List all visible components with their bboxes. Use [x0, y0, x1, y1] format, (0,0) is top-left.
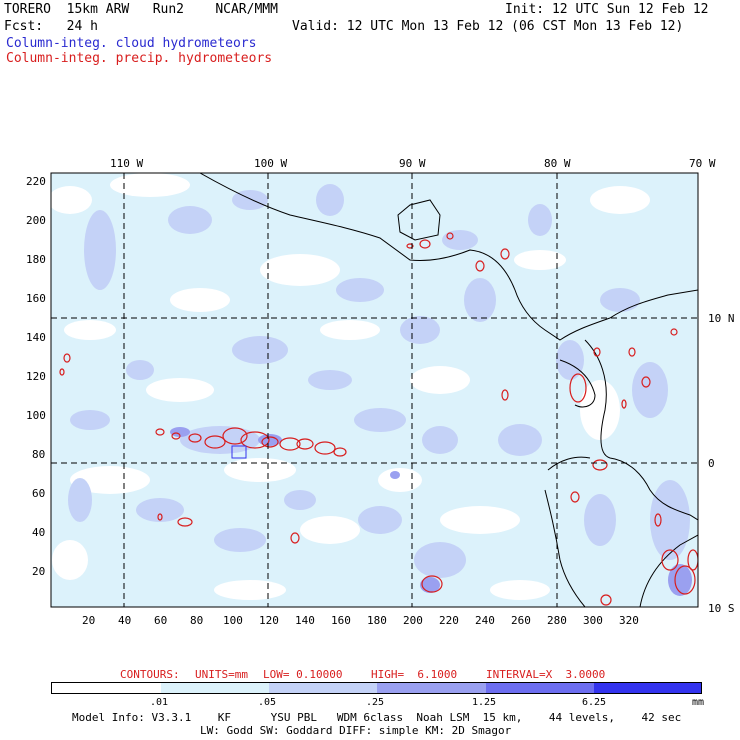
- colorbar-level: 1.25: [472, 697, 497, 708]
- colorbar-unit: mm: [692, 697, 705, 708]
- colorbar-level: 6.25: [582, 697, 607, 708]
- model-info: Model Info: V3.3.1 KF YSU PBL WDM 6class…: [72, 711, 682, 724]
- y-tick: 140: [26, 331, 46, 344]
- x-tick: 200: [403, 614, 423, 627]
- model-physics: LW: Godd SW: Goddard DIFF: simple KM: 2D…: [200, 724, 512, 737]
- y-tick: 80: [32, 448, 46, 461]
- valid-time: Valid: 12 UTC Mon 13 Feb 12 (06 CST Mon …: [292, 19, 684, 34]
- domain-marker: [231, 445, 247, 459]
- coastlines: [199, 173, 698, 607]
- lon-label-90w: 90 W: [399, 157, 426, 170]
- contours-low: LOW= 0.10000: [263, 668, 343, 681]
- y-tick: 100: [26, 409, 46, 422]
- colorbar-segment: [161, 683, 269, 693]
- lon-label-110w: 110 W: [110, 157, 144, 170]
- contours-prefix: CONTOURS:: [120, 668, 180, 681]
- lat-label-0: 0: [708, 457, 715, 470]
- contours-high: HIGH= 6.1000: [371, 668, 458, 681]
- colorbar-segment: [594, 683, 701, 693]
- precip-contours: [59, 232, 698, 606]
- x-tick: 100: [223, 614, 243, 627]
- x-tick: 220: [439, 614, 459, 627]
- colorbar-segment: [52, 683, 161, 693]
- y-tick: 200: [26, 214, 46, 227]
- x-tick: 40: [118, 614, 132, 627]
- lon-label-80w: 80 W: [544, 157, 571, 170]
- x-tick: 320: [619, 614, 639, 627]
- colorbar-level: .05: [258, 697, 277, 708]
- forecast-hour: Fcst: 24 h: [4, 19, 98, 34]
- lon-label-100w: 100 W: [254, 157, 288, 170]
- y-tick: 20: [32, 565, 46, 578]
- x-tick: 140: [295, 614, 315, 627]
- colorbar-level: .25: [366, 697, 385, 708]
- y-tick: 180: [26, 253, 46, 266]
- legend-precip-label: Column-integ. precip. hydrometeors: [6, 51, 273, 66]
- x-tick: 60: [154, 614, 168, 627]
- x-tick: 280: [547, 614, 567, 627]
- x-tick: 300: [583, 614, 603, 627]
- y-tick: 120: [26, 370, 46, 383]
- x-tick: 80: [190, 614, 204, 627]
- colorbar-segment: [269, 683, 377, 693]
- x-tick: 240: [475, 614, 495, 627]
- map-frame: [50, 172, 699, 608]
- lat-label-10s: 10 S: [708, 602, 735, 615]
- legend-cloud-label: Column-integ. cloud hydrometeors: [6, 36, 257, 51]
- lon-label-70w: 70 W: [689, 157, 716, 170]
- model-title: TORERO 15km ARW Run2 NCAR/MMM: [4, 2, 278, 17]
- init-time: Init: 12 UTC Sun 12 Feb 12: [505, 2, 709, 17]
- x-tick: 180: [367, 614, 387, 627]
- graticule: [51, 173, 698, 607]
- colorbar-segment: [486, 683, 594, 693]
- contours-interval: INTERVAL=X 3.0000: [486, 668, 606, 681]
- x-tick: 260: [511, 614, 531, 627]
- x-tick: 160: [331, 614, 351, 627]
- x-tick: 20: [82, 614, 96, 627]
- y-tick: 220: [26, 175, 46, 188]
- colorbar-segment: [377, 683, 486, 693]
- y-tick: 40: [32, 526, 46, 539]
- colorbar-level: .01: [150, 697, 169, 708]
- y-tick: 160: [26, 292, 46, 305]
- lat-label-10n: 10 N: [708, 312, 735, 325]
- x-tick: 120: [259, 614, 279, 627]
- y-tick: 60: [32, 487, 46, 500]
- contours-units: UNITS=mm: [195, 668, 248, 681]
- colorbar: [51, 682, 702, 694]
